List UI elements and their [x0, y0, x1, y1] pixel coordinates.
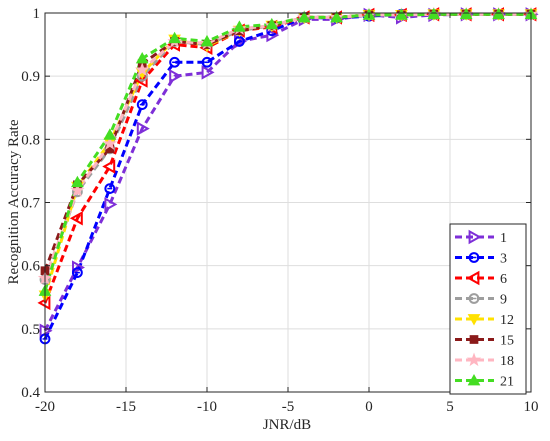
marker-triangle-up: [233, 20, 246, 32]
marker-star: [466, 352, 482, 367]
legend-item: 15: [455, 334, 514, 349]
marker-triangle-up: [103, 128, 117, 140]
x-tick-label: -15: [116, 399, 136, 415]
series-line-3: [43, 12, 531, 340]
marker-circle: [72, 267, 83, 279]
marker-triangle-up: [200, 34, 214, 47]
marker-triangle-right: [169, 68, 183, 84]
y-tick-label: 0.4: [21, 385, 40, 401]
legend-box: [449, 223, 527, 395]
legend-label: 12: [500, 313, 514, 328]
marker-triangle-right: [39, 323, 53, 338]
legend-item: 3: [455, 252, 507, 267]
marker-star: [102, 136, 117, 150]
marker-circle: [468, 252, 480, 263]
marker-circle-ring: [201, 56, 213, 68]
x-tick-label: -20: [35, 399, 55, 415]
marker-triangle-up: [459, 7, 473, 20]
y-tick-label: 0.7: [21, 196, 40, 212]
marker-triangle-up: [168, 31, 181, 44]
marker-circle: [201, 56, 213, 68]
marker-star: [135, 62, 150, 76]
legend-label: 9: [500, 293, 507, 308]
marker-triangle-up: [492, 7, 505, 20]
marker-triangle-down: [467, 314, 481, 326]
legend-item: 6: [455, 270, 507, 287]
legend-label: 3: [500, 252, 507, 267]
marker-triangle-right: [104, 197, 118, 212]
marker-circle-ring: [468, 293, 480, 304]
marker-triangle-up: [467, 373, 481, 386]
marker-triangle-left: [466, 270, 480, 286]
legend-label: 21: [500, 375, 514, 390]
marker-triangle-up: [330, 10, 343, 23]
x-tick-label: 10: [524, 399, 539, 415]
marker-triangle-up: [135, 51, 149, 64]
marker-circle-ring: [72, 267, 83, 279]
legend-label: 18: [500, 354, 514, 369]
marker-triangle-up: [427, 7, 441, 20]
marker-circle: [468, 293, 480, 304]
legend-item: 1: [455, 229, 507, 246]
marker-circle: [104, 183, 116, 195]
marker-triangle-right: [72, 260, 85, 275]
x-tick-label: -5: [282, 399, 295, 415]
marker-triangle-right: [136, 121, 150, 136]
marker-triangle-up: [395, 8, 408, 20]
x-tick-label: 0: [365, 399, 373, 415]
marker-triangle-up: [297, 10, 311, 23]
y-tick-label: 1: [33, 6, 41, 22]
marker-circle: [169, 56, 181, 68]
y-tick-label: 0.6: [21, 259, 40, 275]
legend-items: 1 3 6 9 12 15 18 21: [455, 229, 514, 390]
marker-star: [70, 182, 85, 197]
legend-item: 12: [455, 313, 514, 328]
marker-triangle-up: [265, 17, 279, 30]
marker-triangle-right: [266, 27, 280, 43]
axis-ticks: -20 -15 -10 -5 0 5 10 0.4 0.5 0.6 0.7 0.8 0.9 1: [21, 6, 538, 415]
marker-circle-ring: [468, 252, 480, 263]
x-tick-label: 5: [446, 399, 454, 415]
marker-circle-ring: [104, 183, 116, 195]
y-tick-label: 0.5: [21, 322, 40, 338]
x-axis-label: JNR/dB: [263, 417, 311, 433]
legend-item: 21: [455, 373, 514, 390]
legend-item: 18: [455, 352, 514, 369]
marker-triangle-up: [71, 175, 84, 188]
marker-circle-ring: [169, 56, 181, 68]
series-line-21: [43, 12, 531, 292]
x-tick-label: -10: [197, 399, 217, 415]
y-tick-label: 0.8: [21, 132, 40, 148]
marker-circle: [136, 99, 148, 110]
marker-triangle-left: [69, 211, 83, 226]
y-axis-label: Recognition Accuracy Rate: [6, 119, 22, 284]
marker-square: [469, 335, 479, 344]
legend-label: 1: [500, 231, 507, 246]
marker-triangle-left: [102, 159, 116, 174]
marker-circle-ring: [136, 99, 148, 110]
legend: 1 3 6 9 12 15 18 21: [449, 223, 527, 395]
y-tick-label: 0.9: [21, 69, 40, 85]
marker-triangle-right: [201, 65, 215, 80]
legend-label: 6: [500, 272, 507, 287]
marker-triangle-right: [468, 229, 482, 245]
legend-item: 9: [455, 293, 507, 308]
legend-label: 15: [500, 334, 514, 349]
